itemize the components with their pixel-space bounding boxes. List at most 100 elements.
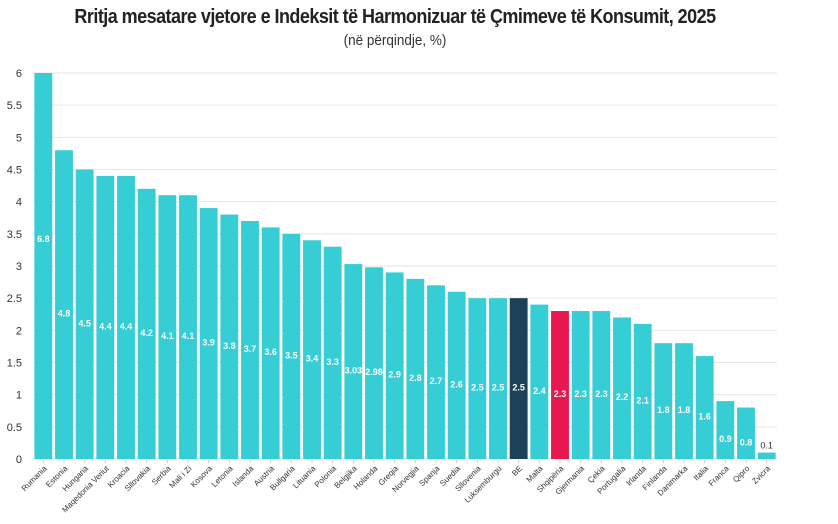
value-label: 2.7 [430, 376, 443, 386]
x-tick-label: BE [510, 464, 524, 478]
x-tick-label: Zvicra [750, 464, 772, 486]
value-label: 0.9 [719, 434, 732, 444]
value-label: 1.8 [657, 405, 670, 415]
value-label: 2.5 [512, 383, 525, 393]
bar [75, 169, 94, 459]
value-label: 2.2 [616, 392, 629, 402]
value-label: 4.1 [161, 331, 174, 341]
value-label: 1.8 [678, 405, 691, 415]
y-tick-label: 1 [16, 390, 22, 402]
value-label: 2.8 [409, 373, 422, 383]
bar [592, 311, 611, 459]
value-label: 4.1 [182, 331, 195, 341]
bar [551, 311, 569, 459]
value-label: 3.9 [202, 338, 215, 348]
value-labels: 6.8 4.8 4.5 4.4 4.4 4.2 4.1 4.1 3.9 3.8 3.7 3.6 3.5 3… [37, 234, 773, 451]
bar [468, 298, 487, 459]
y-tick-label: 4 [16, 197, 22, 209]
value-label: 3.5 [285, 350, 298, 360]
bar [509, 298, 528, 459]
y-tick-label: 2.5 [7, 293, 22, 305]
bar [261, 227, 280, 459]
bar [530, 304, 549, 459]
bar [695, 356, 714, 459]
bar [427, 285, 445, 459]
bar [447, 291, 466, 459]
y-tick-label: 1.5 [7, 358, 22, 370]
bar [179, 195, 197, 459]
value-label: 0.1 [760, 441, 773, 451]
value-label: 4.8 [58, 309, 71, 319]
value-label: 2.3 [554, 389, 567, 399]
chart-subtitle: (në përqindje, %) [343, 32, 447, 49]
value-label: 3.4 [306, 354, 319, 364]
bar [303, 240, 321, 459]
bar [55, 150, 73, 459]
value-label: 4.4 [120, 321, 133, 331]
y-tick-label: 6 [16, 68, 22, 80]
bar [220, 214, 239, 459]
bar [757, 452, 776, 459]
value-label: 2.5 [471, 383, 484, 393]
value-label: 3.03 [345, 366, 363, 376]
x-tick-label: Mali i Zi [168, 464, 194, 490]
value-label: 2.1 [636, 395, 649, 405]
y-tick-label: 3 [16, 261, 22, 273]
bar [489, 298, 507, 459]
value-label: 3.8 [223, 341, 236, 351]
y-tick-label: 5.5 [7, 100, 22, 112]
chart-title: Rritja mesatare vjetore e Indeksit të Ha… [74, 6, 716, 28]
bar [633, 323, 652, 459]
bar [613, 317, 631, 459]
value-label: 2.98 [365, 367, 383, 377]
bar [117, 175, 135, 459]
value-label: 2.6 [450, 379, 463, 389]
value-label: 2.9 [388, 370, 401, 380]
bar [675, 343, 693, 459]
bar [737, 407, 755, 459]
value-label: 2.3 [574, 389, 587, 399]
y-tick-label: 3.5 [7, 229, 22, 241]
x-tick-label: Lituania [291, 464, 318, 491]
value-label: 3.6 [264, 347, 277, 357]
value-label: 4.2 [140, 328, 153, 338]
bar [344, 264, 363, 459]
value-label: 4.5 [78, 318, 91, 328]
y-tick-label: 5 [16, 132, 22, 144]
bar [716, 401, 735, 459]
gridlines [33, 72, 777, 460]
bar [96, 175, 115, 459]
bar [158, 195, 177, 459]
bar [34, 73, 53, 459]
y-tick-label: 0 [16, 454, 22, 466]
x-tick-label: Luksemburgu [463, 464, 504, 505]
bar [137, 188, 156, 460]
bar [385, 272, 404, 459]
bar [406, 278, 425, 459]
value-label: 3.3 [326, 357, 339, 367]
value-label: 3.7 [244, 344, 257, 354]
x-tick-label: Kosova [189, 464, 215, 490]
bar [571, 311, 590, 459]
y-tick-label: 0.5 [7, 422, 22, 434]
y-tick-label: 4.5 [7, 165, 22, 177]
value-label: 1.6 [698, 412, 711, 422]
bar [323, 246, 342, 459]
x-tick-label: Franca [707, 464, 731, 488]
value-label: 6.8 [37, 234, 50, 244]
y-axis: 0 0.5 1 1.5 2 2.5 3 3.5 4 4.5 5 5.5 6 [7, 68, 22, 466]
value-label: 2.4 [533, 386, 546, 396]
y-tick-label: 2 [16, 325, 22, 337]
x-tick-label: Letonia [210, 464, 235, 489]
bars [34, 73, 776, 460]
bar [654, 343, 673, 459]
bar [282, 233, 301, 459]
bar [199, 208, 218, 459]
value-label: 2.3 [595, 389, 608, 399]
bar [241, 220, 259, 459]
value-label: 2.5 [492, 383, 505, 393]
x-tick-label: Rumania [20, 464, 49, 493]
x-tick-label: Spanja [417, 464, 441, 488]
